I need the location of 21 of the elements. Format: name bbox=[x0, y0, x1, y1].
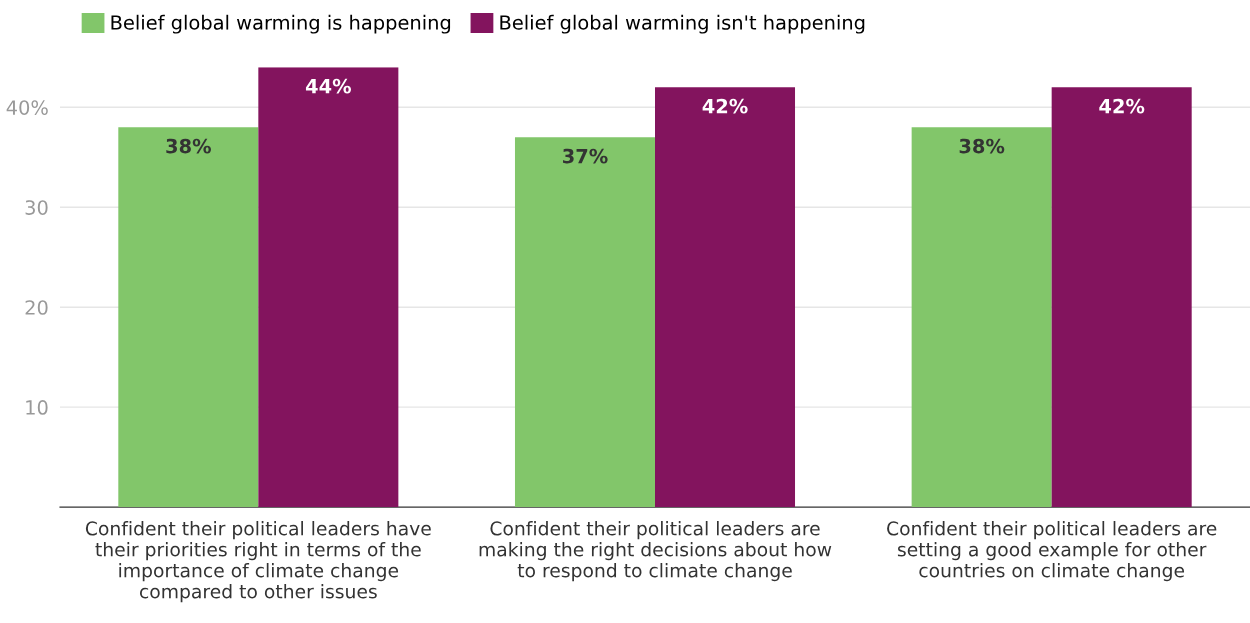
bar bbox=[514, 137, 655, 508]
bar bbox=[911, 127, 1052, 508]
y-tick-label: 20 bbox=[25, 300, 48, 315]
data-label: 42% bbox=[702, 98, 748, 114]
data-label: 38% bbox=[166, 138, 211, 154]
legend-label: Belief global warming isn't happening bbox=[500, 14, 865, 34]
bar bbox=[1051, 87, 1192, 508]
y-tick-label: 40% bbox=[6, 100, 48, 115]
bar bbox=[655, 87, 796, 508]
x-tick-label: Confident their political leaders are making the right decisions about how to respond to climate change bbox=[479, 521, 832, 582]
y-tick-label: 10 bbox=[26, 400, 48, 415]
data-label: 37% bbox=[563, 148, 608, 164]
x-tick-label: Confident their political leaders are setting a good example for other countries on climate change bbox=[887, 521, 1217, 582]
y-tick-label: 30 bbox=[25, 200, 48, 215]
data-label: 44% bbox=[305, 78, 351, 94]
bar bbox=[258, 67, 399, 508]
data-label: 38% bbox=[959, 138, 1005, 154]
data-label: 42% bbox=[1099, 98, 1145, 114]
bar bbox=[118, 127, 259, 508]
legend-label: Belief global warming is happening bbox=[111, 14, 451, 34]
x-tick-label: Confident their political leaders have their priorities right in terms of the importance of climate change compared to other issues bbox=[85, 521, 431, 603]
